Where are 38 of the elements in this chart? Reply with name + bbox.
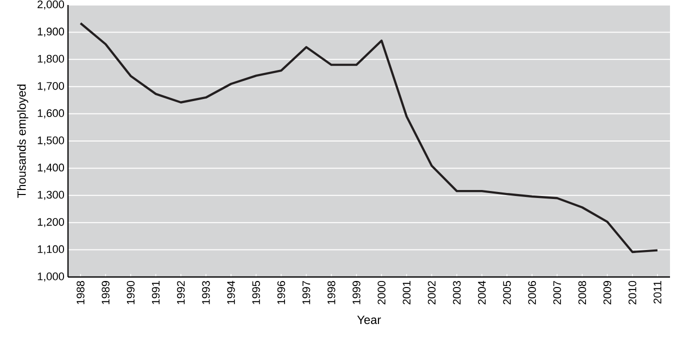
x-tick-label: 1995 xyxy=(252,280,260,304)
x-tick-label: 1998 xyxy=(328,281,336,304)
x-tick-label: 1989 xyxy=(102,281,110,304)
y-tick-label: 1,900 xyxy=(38,28,64,37)
y-tick-label: 1,700 xyxy=(38,82,64,92)
x-tick-label: 1991 xyxy=(152,281,160,304)
x-tick-label: 1997 xyxy=(302,281,310,304)
x-tick-label: 2004 xyxy=(478,280,486,304)
y-tick-label: 1,100 xyxy=(38,245,64,254)
x-tick-label: 1992 xyxy=(177,281,185,304)
x-tick-label: 1988 xyxy=(76,281,84,304)
line-series xyxy=(79,22,659,254)
x-tick-label: 2010 xyxy=(628,280,636,304)
x-tick-label: 2001 xyxy=(402,281,411,304)
y-tick-label: 1,300 xyxy=(38,190,64,200)
x-tick-label: 2007 xyxy=(553,281,562,304)
y-axis-title: Thousands employed xyxy=(17,84,28,198)
x-axis-title: Year xyxy=(357,316,381,324)
y-tick-label: 1,000 xyxy=(38,272,64,282)
y-tick-label: 1,200 xyxy=(38,218,64,228)
x-tick-label: 2003 xyxy=(452,281,461,304)
y-tick-label: 1,600 xyxy=(38,109,64,118)
x-tick-label: 2005 xyxy=(503,280,511,304)
x-tick-label: 2009 xyxy=(603,281,612,304)
x-tick-label: 1996 xyxy=(277,281,286,304)
x-tick-label: 1990 xyxy=(126,280,135,304)
x-tick-label: 2011 xyxy=(654,281,662,304)
x-tick-label: 2000 xyxy=(378,280,386,304)
y-tick-label: 1,400 xyxy=(38,164,64,173)
x-tick-label: 2008 xyxy=(578,281,586,304)
x-tick-label: 1994 xyxy=(227,280,235,304)
x-tick-label: 1993 xyxy=(202,281,210,304)
y-tick-label: 2,000 xyxy=(38,0,64,10)
x-tick-label: 1999 xyxy=(352,281,360,304)
y-tick-label: 1,500 xyxy=(38,136,64,146)
x-tick-label: 2006 xyxy=(528,281,536,304)
y-tick-label: 1,800 xyxy=(38,54,64,64)
x-tick-label: 2002 xyxy=(428,281,436,304)
